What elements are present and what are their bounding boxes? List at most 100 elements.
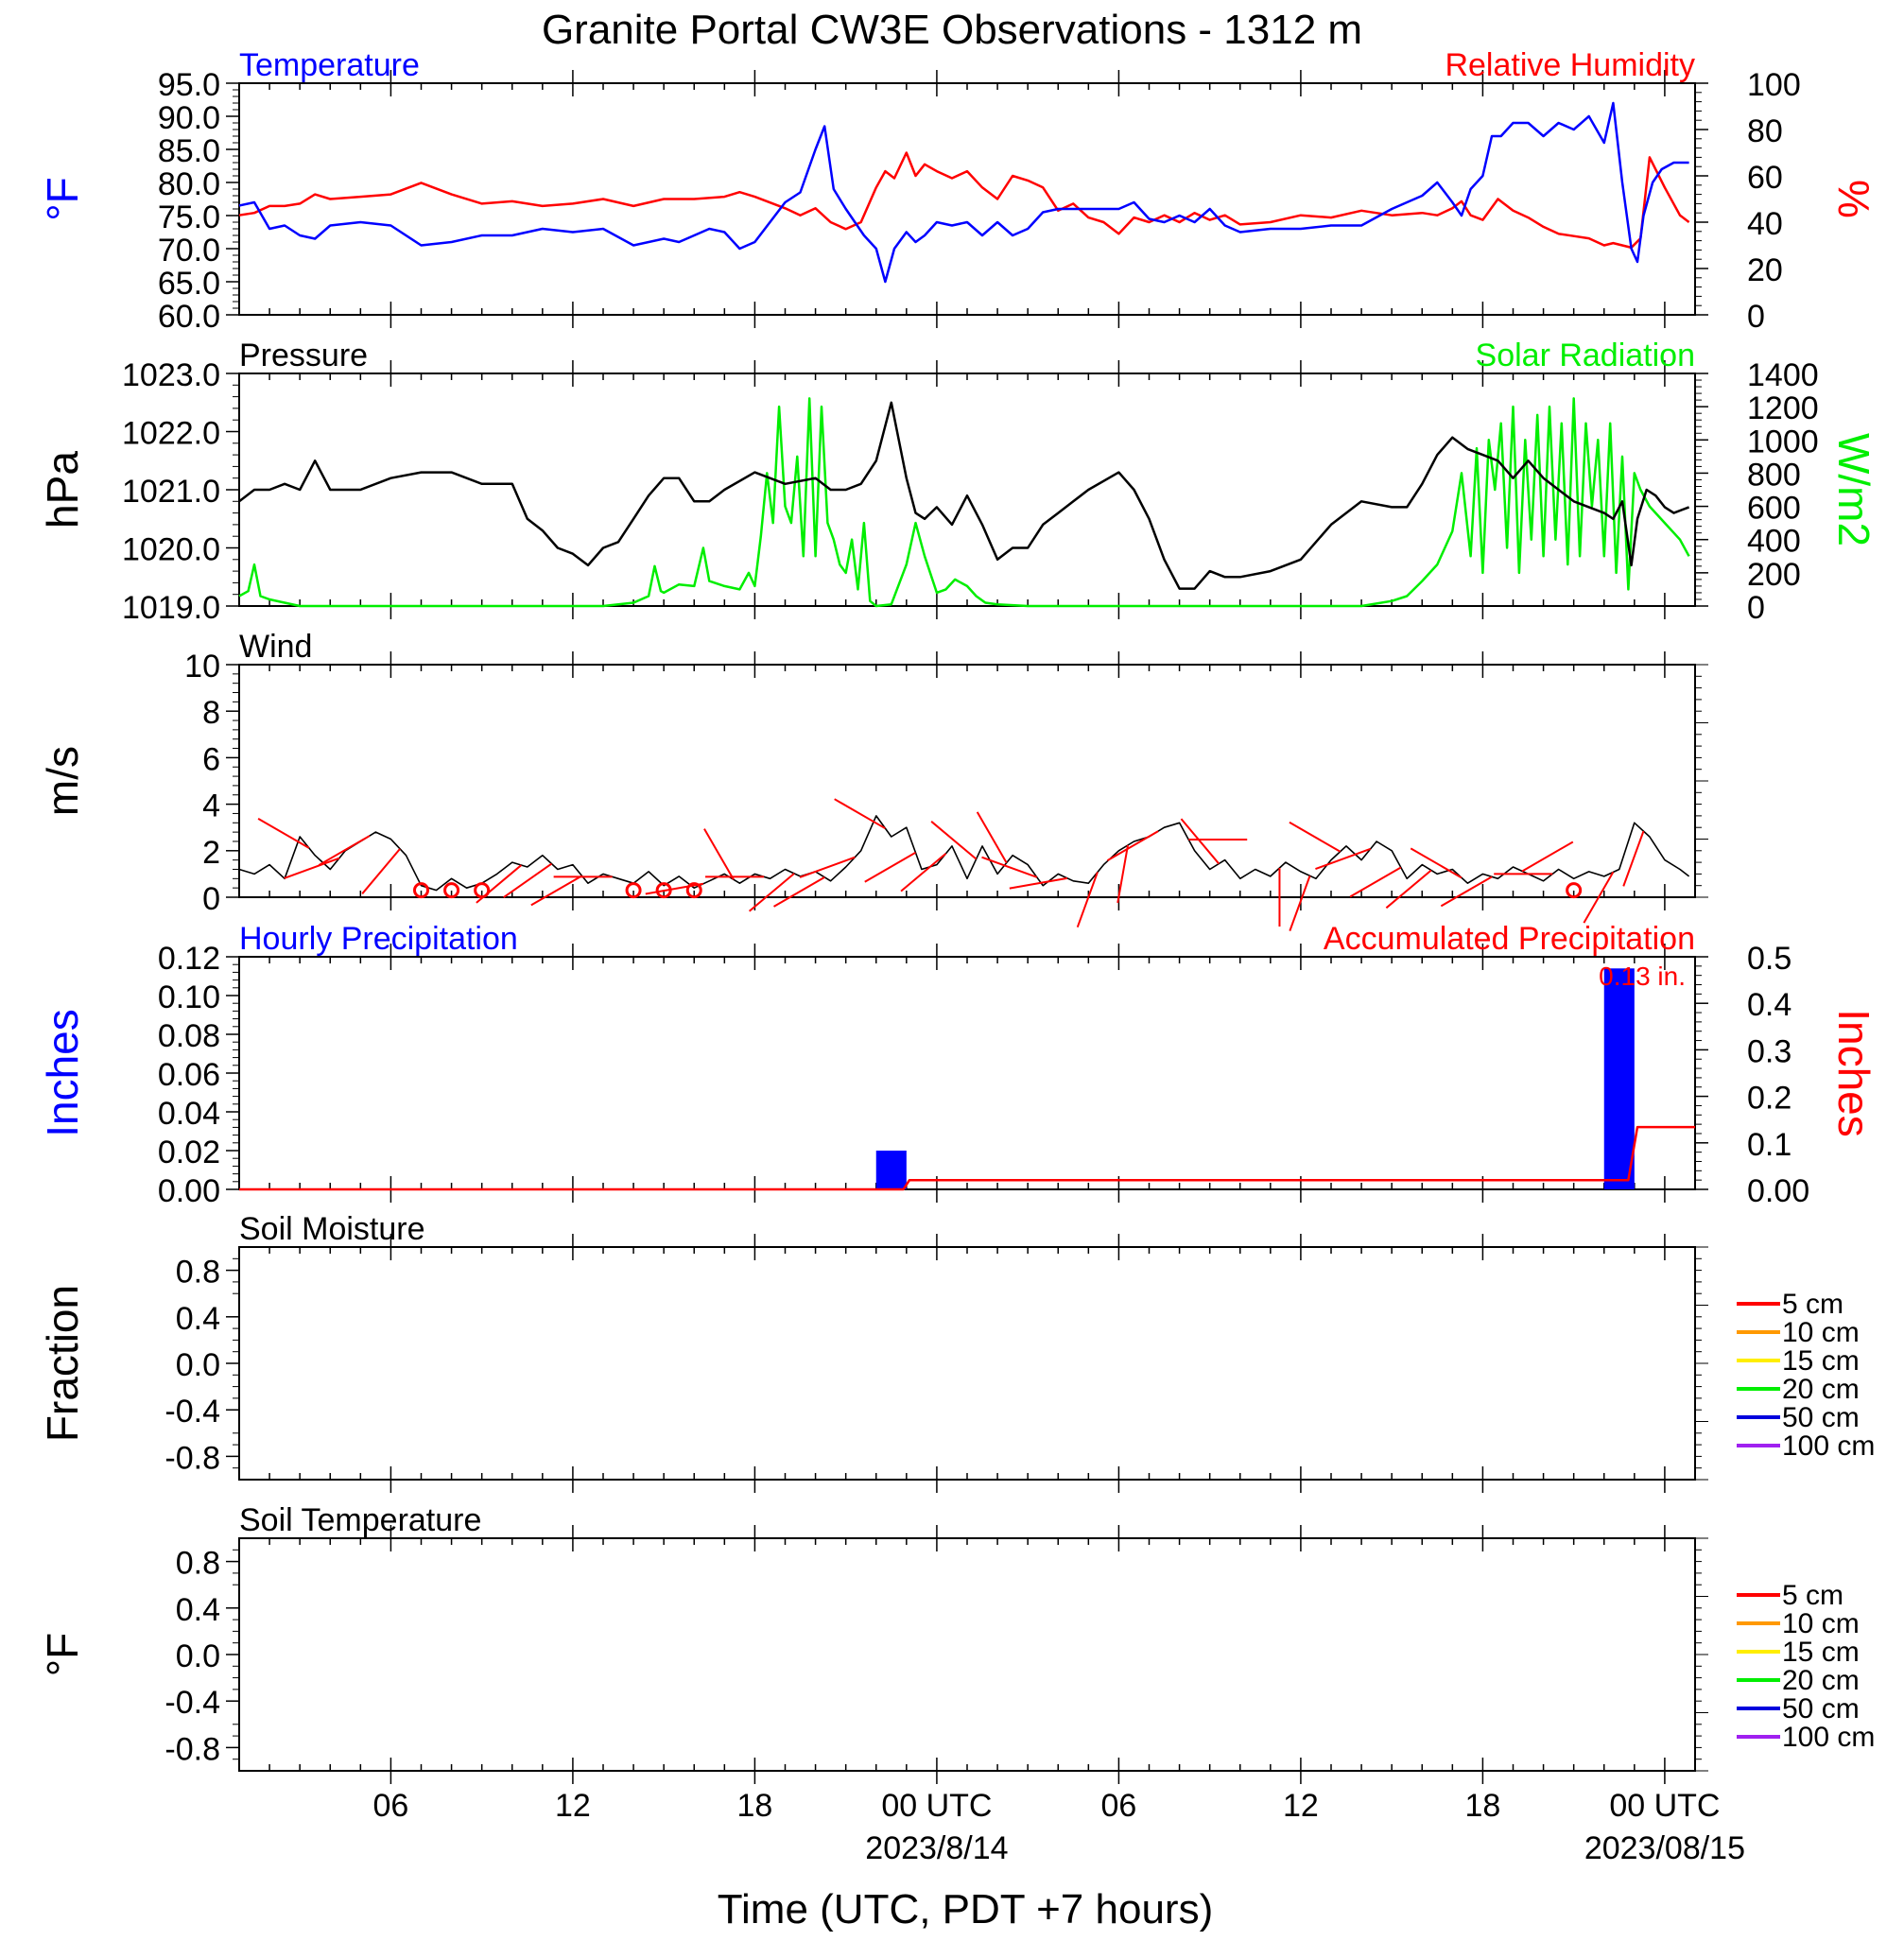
pressure-series-line — [238, 401, 1690, 590]
soil-temperature-frame — [238, 1537, 1696, 1772]
accum-ytick-right-label: 0.3 — [1747, 1033, 1791, 1069]
solar-right-unit: W/m2 — [1829, 433, 1878, 546]
temp-ytick-label: 80.0 — [158, 166, 220, 202]
pressure-ytick-label: 1019.0 — [122, 590, 220, 626]
accum-ytick-right-label: 0.00 — [1747, 1173, 1809, 1209]
pressure-left-unit: hPa — [38, 451, 87, 529]
wind-barb — [799, 856, 856, 878]
wind-barb — [318, 835, 371, 866]
soil-temperature-ytick-label: -0.8 — [164, 1731, 220, 1767]
x-tick-date-label: 2023/8/14 — [865, 1830, 1008, 1866]
temp-left-title: Temperature — [239, 47, 420, 83]
solar-ytick-right-label: 1000 — [1747, 424, 1819, 459]
precip-ytick-label: 0.02 — [158, 1135, 220, 1170]
wind-barb — [1385, 869, 1432, 910]
precip-ytick-label: 0.00 — [158, 1173, 220, 1209]
solar-ytick-right-label: 0 — [1747, 590, 1765, 626]
temp-ytick-label: 65.0 — [158, 266, 220, 302]
calm-wind-marker — [1566, 882, 1583, 899]
accum-ytick-right-label: 0.5 — [1747, 941, 1791, 977]
wind-barb — [834, 798, 886, 830]
wind-panel: 10 8 6 4 2 0 m/s Wind — [38, 629, 1708, 931]
precip-ytick-label: 0.04 — [158, 1096, 220, 1132]
wind-barb — [1410, 847, 1463, 879]
wind-barb — [530, 875, 583, 907]
pressure-solar-panel: 1023.0 1022.0 1021.0 1020.0 1019.0 hPa Pressur… — [38, 338, 1878, 626]
soil-temperature-ytick-label: -0.4 — [164, 1685, 220, 1721]
hourly-precip-bar — [1603, 968, 1635, 1189]
wind-barb — [1521, 841, 1574, 873]
soil-temperature-legend-label: 5 cm — [1782, 1580, 1843, 1611]
soil-moisture-frame — [238, 1246, 1696, 1481]
precip-ytick-label: 0.10 — [158, 979, 220, 1015]
temp-ytick-label: 85.0 — [158, 133, 220, 169]
soil-moisture-ytick-label: -0.8 — [164, 1440, 220, 1476]
soil-temperature-ytick-label: 0.0 — [176, 1638, 220, 1674]
wind-barb — [930, 821, 978, 860]
x-tick-label: 06 — [373, 1788, 409, 1824]
x-tick-label: 12 — [1283, 1788, 1319, 1824]
soil-temperature-legend-label: 100 cm — [1782, 1722, 1875, 1753]
accum-ytick-right-label: 0.4 — [1747, 987, 1791, 1023]
pressure-solar-frame — [238, 373, 1696, 607]
calm-wind-marker — [474, 882, 491, 899]
pressure-left-title: Pressure — [239, 338, 368, 373]
wind-barb — [645, 882, 704, 895]
soil-temperature-legend-label: 10 cm — [1782, 1608, 1860, 1639]
solar-ytick-right-label: 200 — [1747, 557, 1801, 593]
accumulated-precip-line — [239, 1125, 1695, 1191]
pressure-ytick-label: 1023.0 — [122, 357, 220, 393]
pressure-ytick-label: 1020.0 — [122, 532, 220, 568]
wind-barb — [1106, 830, 1159, 862]
temp-left-unit: °F — [38, 177, 87, 221]
wind-barb — [773, 875, 825, 908]
wind-left-unit: m/s — [38, 746, 87, 816]
x-axis-label: Time (UTC, PDT +7 hours) — [718, 1886, 1213, 1932]
temp-ytick-label: 75.0 — [158, 199, 220, 235]
wind-barb — [864, 851, 916, 883]
x-tick-label: 18 — [1465, 1788, 1501, 1824]
x-tick-label: 00 UTC — [1609, 1788, 1720, 1824]
wind-ytick-label: 0 — [202, 881, 220, 917]
temperature-series-line — [238, 101, 1689, 284]
precip-left-unit: Inches — [38, 1009, 87, 1137]
wind-barb — [1622, 830, 1645, 887]
wind-barb — [981, 856, 1038, 878]
temp-ytick-label: 60.0 — [158, 299, 220, 335]
solar-ytick-right-label: 1200 — [1747, 390, 1819, 426]
precip-left-title: Hourly Precipitation — [239, 921, 518, 957]
calm-wind-marker — [655, 882, 672, 899]
rh-ytick-right-label: 60 — [1747, 160, 1783, 196]
wind-ytick-label: 4 — [202, 789, 220, 824]
x-tick-label: 06 — [1101, 1788, 1137, 1824]
precip-ytick-label: 0.12 — [158, 941, 220, 977]
soil-moisture-left-unit: Fraction — [38, 1285, 87, 1442]
soil-moisture-ytick-label: -0.4 — [164, 1394, 220, 1430]
precip-ytick-label: 0.08 — [158, 1018, 220, 1054]
x-axis: 06 12 18 00 UTC 2023/8/14 06 12 18 00 UTC 2023/08… — [373, 1788, 1745, 1866]
rh-ytick-right-label: 20 — [1747, 252, 1783, 288]
wind-barb — [1315, 847, 1372, 870]
x-tick-label: 18 — [737, 1788, 773, 1824]
soil-moisture-left-title: Soil Moisture — [239, 1211, 425, 1247]
rh-ytick-right-label: 80 — [1747, 113, 1783, 149]
accum-ytick-right-label: 0.1 — [1747, 1127, 1791, 1163]
precip-panel: 0.120.100.080.060.040.020.00InchesHourly… — [38, 921, 1878, 1209]
wind-frame — [238, 664, 1696, 898]
temp-rh-frame — [238, 82, 1696, 316]
soil-temperature-legend-label: 15 cm — [1782, 1637, 1860, 1668]
soil-moisture-legend-label: 10 cm — [1782, 1317, 1860, 1348]
humidity-series-line — [238, 151, 1690, 250]
wind-barb — [1583, 871, 1615, 924]
soil-temperature-ytick-label: 0.4 — [176, 1592, 220, 1628]
soil-temperature-left-title: Soil Temperature — [239, 1502, 481, 1538]
wind-barb — [1289, 821, 1341, 853]
precip-total-label: 0.13 in. — [1599, 962, 1686, 991]
wind-barb — [1349, 866, 1402, 898]
wind-barb — [703, 828, 735, 880]
solar-ytick-right-label: 600 — [1747, 491, 1801, 527]
soil-temperature-ytick-label: 0.8 — [176, 1546, 220, 1582]
x-tick-label: 12 — [555, 1788, 591, 1824]
